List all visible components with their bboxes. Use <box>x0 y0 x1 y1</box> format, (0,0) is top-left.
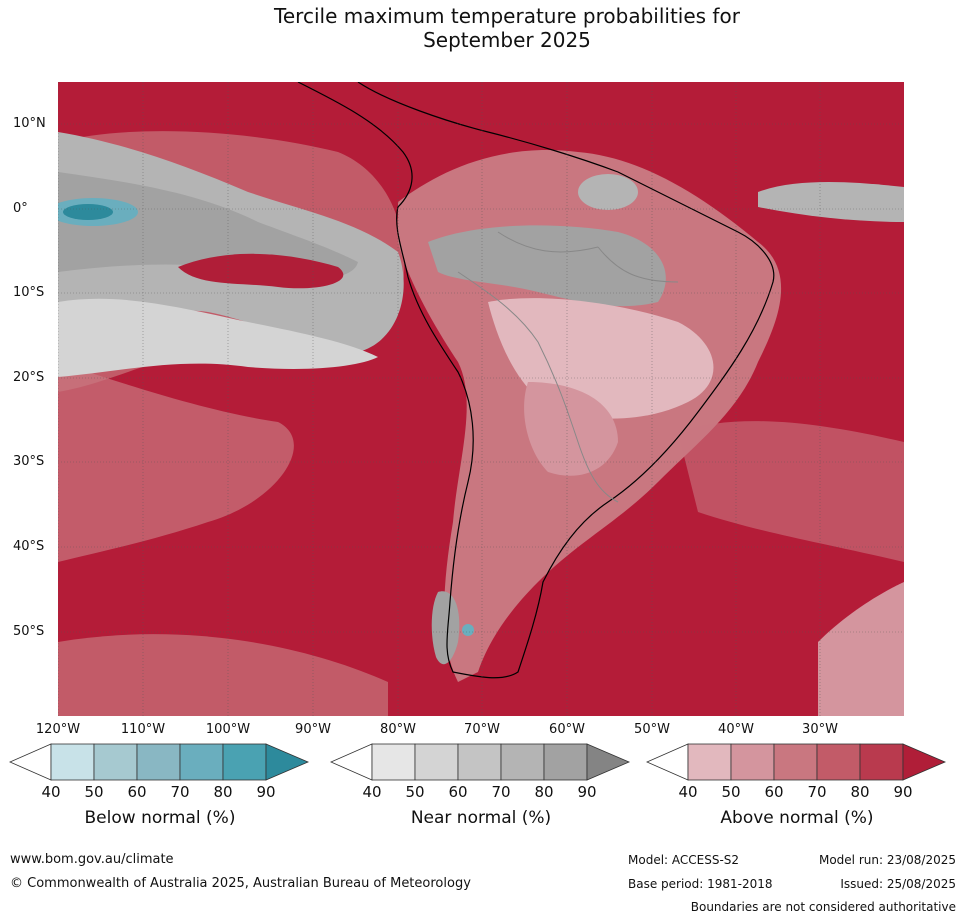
lon-label-90w: 90°W <box>295 722 331 737</box>
colorbar-segment <box>730 743 775 781</box>
colorbar-tick-label: 40 <box>678 783 698 801</box>
colorbar-segment <box>773 743 818 781</box>
colorbar-tick-label: 70 <box>170 783 190 801</box>
patagonia-below-normal <box>462 624 474 636</box>
colorbar-tick-label: 60 <box>764 783 784 801</box>
colorbar-tick-label: 80 <box>213 783 233 801</box>
pacific-south-band <box>58 634 388 716</box>
footer-model: Model: ACCESS-S2 <box>628 853 740 867</box>
footer-base-period: Base period: 1981-2018 <box>628 877 773 891</box>
colorbar-segment <box>816 743 861 781</box>
southeast-pale <box>818 582 904 716</box>
colorbar-tick-label: 90 <box>256 783 276 801</box>
lat-label-10s: 10°S <box>13 285 45 300</box>
colorbar-segment <box>330 743 373 781</box>
colorbar-title-below: Below normal (%) <box>84 808 236 828</box>
colorbar-title-above: Above normal (%) <box>720 808 874 828</box>
colorbar-tick-label: 90 <box>577 783 597 801</box>
probability-map <box>58 82 904 716</box>
colorbar-segment <box>500 743 545 781</box>
below-normal-core <box>63 204 113 220</box>
colorbar-tick-label: 50 <box>721 783 741 801</box>
lon-label-40w: 40°W <box>718 722 754 737</box>
patagonia-grey <box>431 591 460 665</box>
colorbar-segment <box>414 743 459 781</box>
colorbar-segment <box>457 743 502 781</box>
lon-label-110w: 110°W <box>120 722 166 737</box>
colorbar-segment <box>93 743 138 781</box>
south-atlantic-pale <box>678 421 904 562</box>
colorbar-tick-label: 60 <box>127 783 147 801</box>
guiana-grey <box>578 174 638 210</box>
colorbar-segment <box>687 743 732 781</box>
colorbar-tick-label: 80 <box>850 783 870 801</box>
colorbar-segment <box>646 743 689 781</box>
colorbar-tick-label: 50 <box>405 783 425 801</box>
colorbar-segment <box>902 743 947 781</box>
colorbar-segment <box>50 743 95 781</box>
country-borders <box>457 231 679 503</box>
colorbar-tick-label: 40 <box>362 783 382 801</box>
title-line-2: September 2025 <box>423 28 591 52</box>
lon-label-100w: 100°W <box>205 722 251 737</box>
lon-label-60w: 60°W <box>549 722 585 737</box>
colorbar-tick-label: 90 <box>893 783 913 801</box>
footer-issued: Issued: 25/08/2025 <box>840 877 956 891</box>
title-line-1: Tercile maximum temperature probabilitie… <box>274 4 740 28</box>
footer-model-run: Model run: 23/08/2025 <box>818 853 956 867</box>
colorbar-tick-label: 70 <box>807 783 827 801</box>
lat-label-50s: 50°S <box>13 624 45 639</box>
lon-label-120w: 120°W <box>35 722 81 737</box>
colorbar-below-normal <box>9 743 310 781</box>
lon-label-80w: 80°W <box>380 722 416 737</box>
footer-copyright: © Commonwealth of Australia 2025, Austra… <box>10 876 471 891</box>
lon-label-30w: 30°W <box>802 722 838 737</box>
amazon-near-normal <box>428 225 666 307</box>
colorbar-segment <box>543 743 588 781</box>
equatorial-near-normal-dark <box>58 172 358 279</box>
north-atlantic-grey <box>758 182 904 222</box>
colorbar-segment <box>371 743 416 781</box>
colorbar-tick-label: 80 <box>534 783 554 801</box>
lat-label-10n: 10°N <box>13 116 46 131</box>
lat-label-30s: 30°S <box>13 454 45 469</box>
pacific-red-streak <box>178 253 344 289</box>
lat-label-40s: 40°S <box>13 539 45 554</box>
chart-title: Tercile maximum temperature probabilitie… <box>0 4 965 52</box>
footer-website: www.bom.gov.au/climate <box>10 852 174 867</box>
colorbar-segment <box>136 743 181 781</box>
colorbar-near-normal <box>330 743 631 781</box>
coastline <box>297 82 775 679</box>
colorbar-title-near: Near normal (%) <box>410 808 552 828</box>
lat-label-0: 0° <box>13 201 28 216</box>
central-pale-region <box>524 382 618 476</box>
lon-label-70w: 70°W <box>464 722 500 737</box>
colorbar-segment <box>265 743 310 781</box>
colorbar-tick-label: 60 <box>448 783 468 801</box>
colorbar-tick-label: 40 <box>41 783 61 801</box>
colorbar-segment <box>179 743 224 781</box>
lat-label-20s: 20°S <box>13 370 45 385</box>
colorbar-segment <box>586 743 631 781</box>
colorbar-segment <box>222 743 267 781</box>
colorbar-above-normal <box>646 743 947 781</box>
lon-label-50w: 50°W <box>634 722 670 737</box>
colorbar-segment <box>9 743 52 781</box>
colorbar-tick-label: 50 <box>84 783 104 801</box>
footer-disclaimer: Boundaries are not considered authoritat… <box>690 900 956 914</box>
colorbar-segment <box>859 743 904 781</box>
colorbar-tick-label: 70 <box>491 783 511 801</box>
equatorial-near-normal-light <box>58 298 378 377</box>
gridlines <box>58 82 904 716</box>
